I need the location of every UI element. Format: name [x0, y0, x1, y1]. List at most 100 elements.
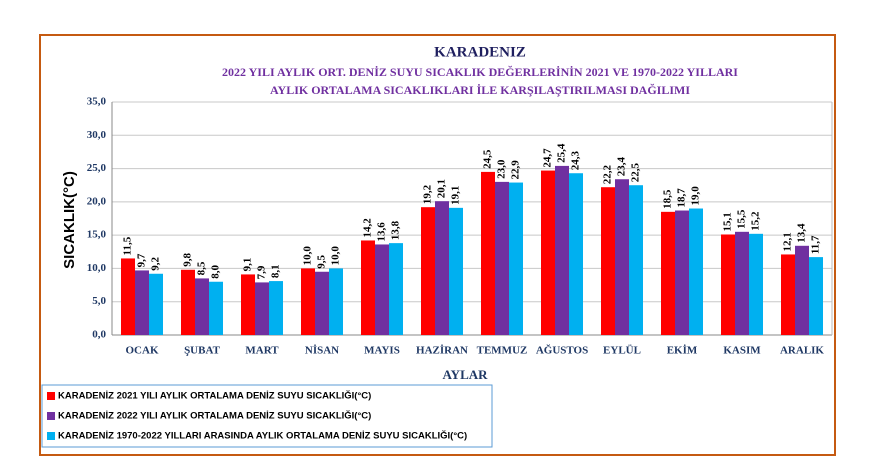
- bar: [541, 170, 555, 335]
- value-label: 9,8: [182, 253, 194, 267]
- value-label: 18,7: [676, 188, 688, 208]
- x-tick-label: NİSAN: [305, 345, 339, 357]
- value-label: 19,2: [422, 184, 434, 204]
- bar: [375, 244, 389, 335]
- value-label: 23,4: [616, 156, 628, 176]
- value-label: 24,3: [570, 150, 582, 170]
- value-label: 20,1: [436, 179, 448, 198]
- value-label: 8,5: [196, 261, 208, 275]
- value-label: 22,2: [602, 164, 614, 184]
- chart-title: KARADENIZ: [434, 44, 526, 60]
- value-label: 15,5: [736, 209, 748, 229]
- bar: [149, 273, 163, 335]
- value-label: 19,0: [690, 186, 702, 206]
- bar: [361, 240, 375, 335]
- legend-swatch: [47, 432, 55, 440]
- legend-label: KARADENİZ 2022 YILI AYLIK ORTALAMA DENİZ…: [58, 410, 371, 422]
- value-label: 13,4: [796, 223, 808, 243]
- bar: [689, 208, 703, 335]
- bar: [781, 254, 795, 335]
- value-label: 24,7: [542, 148, 554, 168]
- value-label: 9,2: [150, 257, 162, 271]
- chart-subtitle: 2022 YILI AYLIK ORT. DENİZ SUYU SICAKLIK…: [222, 65, 738, 79]
- x-tick-label: TEMMUZ: [477, 345, 528, 357]
- x-tick-label: MART: [245, 345, 279, 357]
- bar: [495, 181, 509, 335]
- value-label: 15,1: [722, 212, 734, 231]
- value-label: 24,5: [482, 149, 494, 169]
- bar: [121, 258, 135, 335]
- value-label: 13,6: [376, 222, 388, 242]
- value-label: 8,1: [270, 264, 282, 278]
- bar: [255, 282, 269, 335]
- legend-label: KARADENİZ 2021 YILI AYLIK ORTALAMA DENİZ…: [58, 390, 371, 402]
- value-label: 22,9: [510, 160, 522, 180]
- bar: [301, 268, 315, 335]
- value-label: 18,5: [662, 189, 674, 209]
- value-label: 8,0: [210, 264, 222, 278]
- value-label: 14,2: [362, 218, 374, 238]
- bar: [615, 179, 629, 335]
- value-label: 13,8: [390, 220, 402, 240]
- bar: [795, 245, 809, 335]
- x-axis-title: AYLAR: [442, 367, 488, 382]
- bar: [435, 201, 449, 335]
- bar: [809, 257, 823, 335]
- bar: [181, 269, 195, 335]
- bar: [389, 243, 403, 335]
- value-label: 11,7: [810, 235, 822, 254]
- y-tick-label: 30,0: [87, 129, 107, 141]
- value-label: 9,1: [242, 258, 254, 272]
- bar: [329, 268, 343, 335]
- bar: [629, 185, 643, 335]
- legend-swatch: [47, 392, 55, 400]
- y-tick-label: 15,0: [87, 229, 107, 241]
- bar: [569, 173, 583, 335]
- bar: [481, 171, 495, 335]
- value-label: 9,5: [316, 255, 328, 269]
- bar: [241, 274, 255, 335]
- bar: [555, 165, 569, 335]
- bar: [509, 182, 523, 335]
- value-label: 22,5: [630, 162, 642, 182]
- bar: [209, 281, 223, 335]
- y-tick-label: 0,0: [92, 329, 106, 341]
- x-tick-label: OCAK: [126, 345, 159, 357]
- value-label: 9,7: [136, 253, 148, 267]
- legend-swatch: [47, 412, 55, 420]
- bar: [195, 278, 209, 335]
- value-label: 11,5: [122, 236, 134, 255]
- bar: [269, 281, 283, 335]
- bar: [721, 234, 735, 335]
- bar: [601, 187, 615, 335]
- legend-label: KARADENİZ 1970-2022 YILLARI ARASINDA AYL…: [58, 430, 467, 442]
- y-tick-label: 5,0: [92, 295, 106, 307]
- bar: [421, 207, 435, 335]
- y-tick-label: 35,0: [87, 96, 107, 108]
- y-tick-label: 20,0: [87, 195, 107, 207]
- value-label: 10,0: [302, 246, 314, 266]
- value-label: 23,0: [496, 159, 508, 179]
- value-label: 12,1: [782, 232, 794, 251]
- value-label: 19,1: [450, 186, 462, 205]
- value-label: 15,2: [750, 211, 762, 231]
- bar: [135, 270, 149, 335]
- y-tick-label: 25,0: [87, 162, 107, 174]
- value-label: 25,4: [556, 143, 568, 163]
- y-axis-title: SICAKLIK(°C): [61, 171, 78, 269]
- bar: [661, 211, 675, 335]
- x-tick-label: MAYIS: [364, 345, 400, 357]
- y-tick-label: 10,0: [87, 262, 107, 274]
- bar: [315, 271, 329, 335]
- x-tick-label: EKİM: [667, 345, 698, 357]
- chart-subtitle: AYLIK ORTALAMA SICAKLIKLARI İLE KARŞILAŞ…: [270, 83, 690, 97]
- value-label: 7,9: [256, 265, 268, 279]
- legend-box: [41, 384, 493, 448]
- value-label: 10,0: [330, 246, 342, 266]
- x-tick-label: HAZİRAN: [416, 345, 468, 357]
- bar: [735, 231, 749, 335]
- bar: [675, 210, 689, 335]
- x-tick-label: AĞUSTOS: [536, 344, 588, 357]
- x-tick-label: EYLÜL: [603, 344, 641, 357]
